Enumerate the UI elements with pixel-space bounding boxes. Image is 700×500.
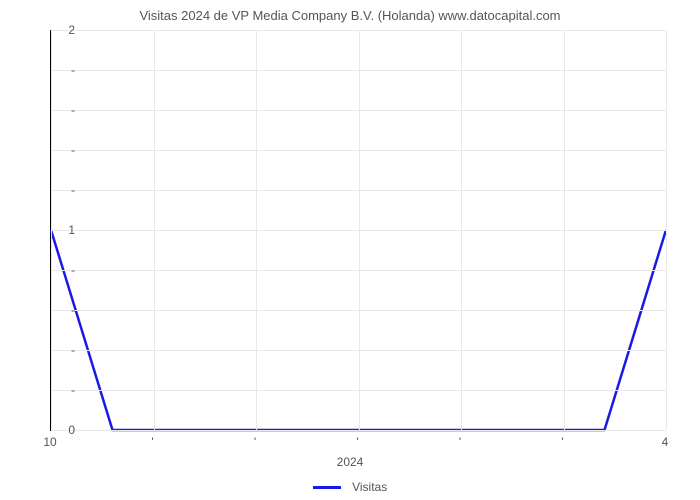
y-tick-label: 0 [68, 423, 75, 437]
gridline-vertical [51, 30, 52, 430]
x-minor-tick: ' [151, 435, 153, 449]
x-axis-caption: 2024 [0, 455, 700, 469]
chart-title: Visitas 2024 de VP Media Company B.V. (H… [0, 8, 700, 23]
gridline-vertical [564, 30, 565, 430]
y-minor-tick: - [71, 263, 75, 277]
gridline-vertical [461, 30, 462, 430]
y-minor-tick: - [71, 63, 75, 77]
y-minor-tick: - [71, 103, 75, 117]
y-minor-tick: - [71, 343, 75, 357]
gridline-vertical [359, 30, 360, 430]
y-tick-label: 1 [68, 223, 75, 237]
legend: Visitas [0, 480, 700, 494]
plot-area [50, 30, 666, 431]
gridline-vertical [154, 30, 155, 430]
x-tick-label: 10 [43, 435, 56, 449]
y-minor-tick: - [71, 183, 75, 197]
y-tick-label: 2 [68, 23, 75, 37]
y-minor-tick: - [71, 143, 75, 157]
gridline-horizontal [51, 430, 666, 431]
x-minor-tick: ' [356, 435, 358, 449]
x-minor-tick: ' [254, 435, 256, 449]
chart-container: Visitas 2024 de VP Media Company B.V. (H… [0, 0, 700, 500]
x-minor-tick: ' [561, 435, 563, 449]
legend-label: Visitas [352, 480, 387, 494]
y-minor-tick: - [71, 303, 75, 317]
gridline-vertical [666, 30, 667, 430]
x-minor-tick: ' [459, 435, 461, 449]
legend-swatch [313, 486, 341, 489]
gridline-vertical [256, 30, 257, 430]
x-tick-label: 4 [662, 435, 669, 449]
y-minor-tick: - [71, 383, 75, 397]
